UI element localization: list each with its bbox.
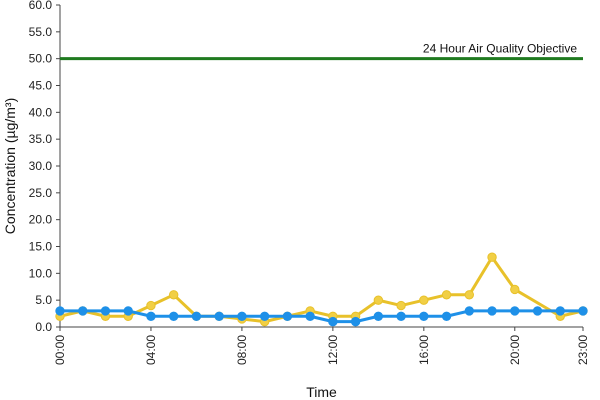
x-tick-label: 08:00	[235, 335, 249, 365]
data-point	[441, 290, 452, 300]
y-tick-label: 15.0	[29, 240, 53, 254]
data-point	[259, 311, 270, 321]
data-point	[168, 311, 179, 321]
data-point	[350, 316, 361, 327]
data-point	[305, 311, 315, 321]
y-ticks: 0.0 5.0 10.0 15.0 20.0 25.0 30.0 35.0 40.0 45.0 50…	[29, 0, 60, 334]
data-point	[441, 311, 452, 321]
data-point	[214, 311, 224, 321]
data-point	[487, 306, 497, 316]
x-tick-label: 20:00	[508, 335, 522, 365]
y-tick-label: 20.0	[29, 213, 53, 227]
y-tick-label: 0.0	[35, 320, 52, 334]
series-group	[55, 252, 588, 327]
x-axis-title: Time	[306, 384, 337, 400]
data-point	[237, 311, 247, 321]
data-point	[168, 290, 179, 300]
y-tick-label: 60.0	[29, 0, 53, 12]
data-point	[123, 306, 133, 316]
y-tick-label: 50.0	[29, 52, 53, 66]
data-point	[464, 290, 475, 300]
data-point	[55, 306, 65, 316]
x-tick-label: 23:00	[576, 335, 590, 365]
reference-line-label: 24 Hour Air Quality Objective	[423, 42, 577, 56]
data-point	[578, 306, 588, 316]
reference-line-group: 24 Hour Air Quality Objective	[60, 42, 583, 61]
series-group	[55, 306, 588, 327]
y-tick-label: 55.0	[29, 25, 53, 39]
data-point	[419, 295, 429, 305]
data-point	[373, 311, 384, 321]
data-point	[487, 252, 497, 262]
x-ticks: 00:00 04:00 08:00 12:00 16:00 20:00 23:00	[53, 327, 590, 365]
data-point	[100, 306, 111, 316]
data-point	[419, 311, 429, 321]
y-tick-label: 30.0	[29, 159, 53, 173]
y-axis-title: Concentration (µg/m³)	[2, 98, 18, 234]
data-point	[396, 311, 406, 321]
data-point	[373, 295, 384, 305]
data-point	[510, 284, 520, 295]
data-point	[532, 306, 543, 316]
y-tick-label: 45.0	[29, 79, 53, 93]
data-point	[146, 300, 156, 311]
series	[55, 252, 588, 327]
y-tick-label: 5.0	[35, 293, 52, 307]
data-point	[396, 300, 406, 311]
y-tick-label: 25.0	[29, 186, 53, 200]
data-point	[78, 306, 88, 316]
x-tick-label: 16:00	[417, 335, 431, 365]
data-point	[464, 306, 475, 316]
data-point	[191, 311, 202, 321]
data-point	[146, 311, 156, 321]
x-tick-label: 12:00	[326, 335, 340, 365]
y-tick-label: 35.0	[29, 132, 53, 146]
y-tick-label: 40.0	[29, 105, 53, 119]
data-point	[555, 306, 565, 316]
y-tick-label: 10.0	[29, 266, 53, 280]
data-point	[510, 306, 520, 316]
x-tick-label: 00:00	[53, 335, 67, 365]
x-tick-label: 04:00	[144, 335, 158, 365]
data-point	[282, 311, 293, 321]
data-point	[328, 316, 338, 327]
